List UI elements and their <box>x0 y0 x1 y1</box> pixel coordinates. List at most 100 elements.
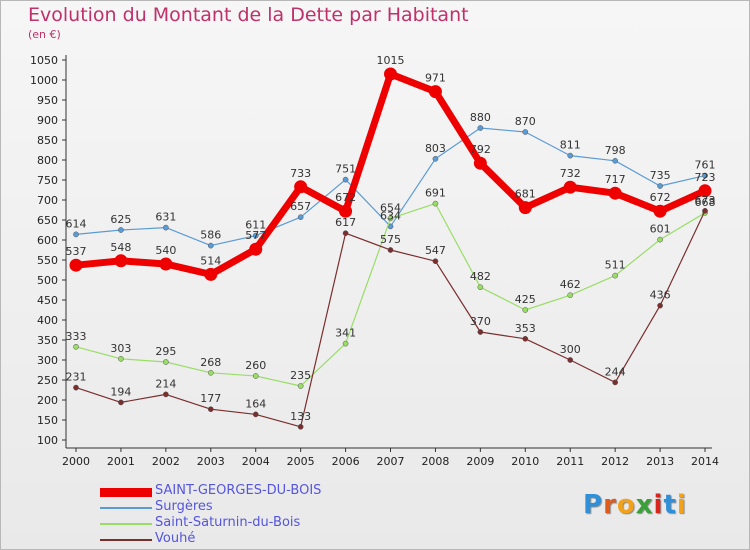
legend-label: SAINT-GEORGES-DU-BOIS <box>155 483 322 498</box>
data-label: 260 <box>245 359 266 372</box>
data-point <box>477 329 484 335</box>
data-label: 164 <box>245 397 266 410</box>
data-label: 668 <box>695 196 716 209</box>
data-point <box>163 359 169 365</box>
data-label: 691 <box>425 187 446 200</box>
data-point <box>518 201 532 215</box>
data-point <box>612 379 619 386</box>
data-point <box>653 204 667 218</box>
x-tick-label: 2010 <box>511 455 539 468</box>
data-label: 425 <box>515 293 536 306</box>
data-point <box>249 242 263 256</box>
y-tick-label: 700 <box>37 194 58 207</box>
data-point <box>567 152 574 159</box>
data-point <box>342 176 349 183</box>
y-tick-label: 600 <box>37 234 58 247</box>
y-tick-label: 1000 <box>30 74 58 87</box>
data-point <box>387 247 394 253</box>
data-point <box>159 257 173 271</box>
data-label: 540 <box>155 244 176 257</box>
data-label: 798 <box>605 144 626 157</box>
y-tick-label: 400 <box>37 314 58 327</box>
data-point <box>118 227 124 233</box>
data-label: 1015 <box>377 54 405 67</box>
data-label: 194 <box>110 385 131 398</box>
legend-label: Saint-Saturnin-du-Bois <box>155 515 301 530</box>
x-tick-label: 2011 <box>556 455 584 468</box>
data-point <box>657 302 663 309</box>
y-tick-label: 950 <box>37 94 58 107</box>
y-tick-label: 1050 <box>30 54 58 67</box>
data-label: 586 <box>200 229 221 242</box>
data-label: 654 <box>380 201 401 214</box>
series-line <box>75 203 706 387</box>
data-label: 235 <box>290 369 311 382</box>
y-tick-label: 500 <box>37 274 58 287</box>
y-tick-label: 650 <box>37 214 58 227</box>
legend-swatch <box>100 523 152 525</box>
y-tick-label: 450 <box>37 294 58 307</box>
data-label: 547 <box>425 244 446 257</box>
data-point <box>567 292 574 299</box>
x-tick-label: 2008 <box>421 455 449 468</box>
data-label: 514 <box>200 254 221 267</box>
data-label: 617 <box>335 216 356 229</box>
data-point <box>387 215 394 222</box>
data-point <box>428 85 442 99</box>
data-label: 436 <box>650 289 671 302</box>
x-tick-label: 2007 <box>377 455 405 468</box>
data-point <box>612 157 619 164</box>
data-label: 611 <box>245 219 266 232</box>
legend-label: Vouhé <box>155 531 196 546</box>
data-label: 614 <box>66 217 87 230</box>
data-point <box>522 129 529 135</box>
data-point <box>207 242 214 249</box>
data-label: 177 <box>200 392 221 405</box>
data-label: 792 <box>470 143 491 156</box>
y-tick-label: 350 <box>37 334 58 347</box>
data-point <box>342 340 349 347</box>
data-label: 537 <box>66 245 87 258</box>
data-label: 733 <box>290 167 311 180</box>
data-point <box>522 335 529 342</box>
data-point <box>252 232 259 239</box>
data-point <box>608 186 622 200</box>
data-point <box>339 204 353 218</box>
chart-subtitle: (en €) <box>28 28 61 41</box>
data-label: 268 <box>200 356 221 369</box>
y-tick-label: 250 <box>37 374 58 387</box>
data-point <box>207 406 214 413</box>
data-point <box>432 155 439 162</box>
data-label: 133 <box>290 410 311 423</box>
legend-swatch <box>100 539 152 541</box>
data-point <box>73 384 79 391</box>
data-label: 601 <box>650 223 671 236</box>
x-tick-label: 2000 <box>62 455 90 468</box>
data-label: 511 <box>605 259 626 272</box>
data-label: 341 <box>335 327 356 340</box>
data-point <box>522 307 529 313</box>
data-point <box>657 236 663 243</box>
data-label: 672 <box>335 191 356 204</box>
data-point <box>69 258 83 272</box>
data-point <box>118 399 124 406</box>
data-point <box>73 231 79 238</box>
data-label: 735 <box>650 169 671 182</box>
data-label: 870 <box>515 115 536 128</box>
data-label: 672 <box>650 191 671 204</box>
data-label: 295 <box>155 345 176 358</box>
data-point <box>204 267 218 281</box>
data-label: 244 <box>605 365 626 378</box>
y-tick-label: 850 <box>37 134 58 147</box>
y-tick-label: 550 <box>37 254 58 267</box>
data-point <box>252 373 259 379</box>
legend-swatch <box>100 507 152 509</box>
data-point <box>567 357 574 363</box>
x-tick-label: 2003 <box>197 455 225 468</box>
legend-swatch <box>100 487 152 497</box>
data-label: 625 <box>110 213 131 226</box>
data-point <box>294 180 308 194</box>
x-tick-label: 2002 <box>152 455 180 468</box>
x-tick-label: 2004 <box>242 455 270 468</box>
x-tick-label: 2012 <box>601 455 629 468</box>
